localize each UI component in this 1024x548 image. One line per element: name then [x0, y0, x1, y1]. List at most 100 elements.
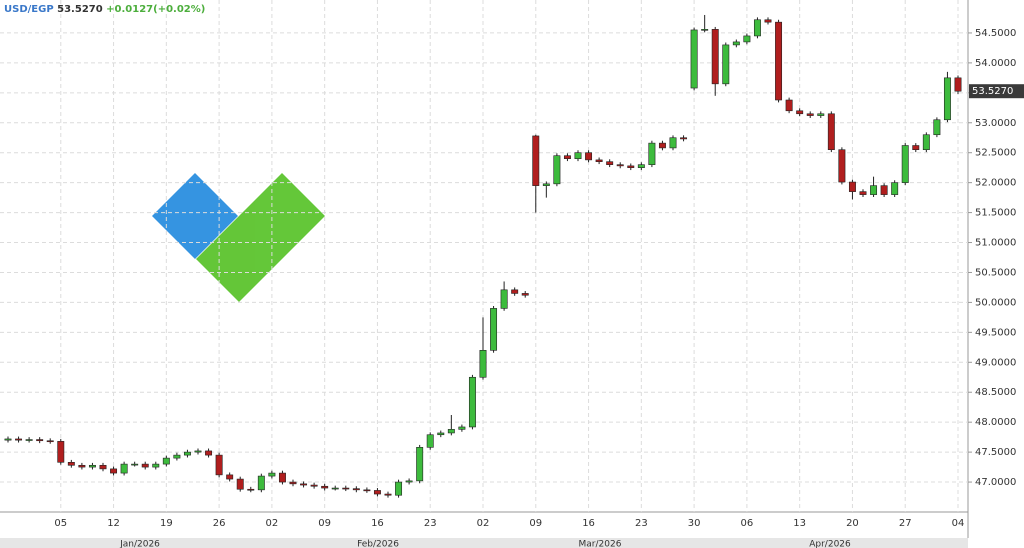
- candle-body: [627, 165, 635, 168]
- candle-body: [796, 110, 804, 115]
- y-tick-label: 48.5000: [975, 387, 1016, 398]
- last-price: 53.5270: [57, 4, 103, 15]
- logo-green: [196, 173, 325, 302]
- candle-body: [870, 185, 878, 195]
- x-tick-label: 02: [477, 518, 490, 529]
- candle-body: [194, 450, 202, 453]
- x-tick-label: 16: [371, 518, 384, 529]
- candle-body: [257, 475, 265, 491]
- candle-body: [806, 113, 814, 116]
- candle-body: [532, 135, 540, 186]
- y-tick-label: 52.5000: [975, 148, 1016, 159]
- x-tick-label: 16: [582, 518, 595, 529]
- candle-body: [15, 438, 23, 441]
- candle-body: [553, 155, 561, 185]
- candle-body: [838, 149, 846, 183]
- candle-body: [764, 19, 772, 23]
- candle-body: [321, 485, 329, 489]
- candle-body: [268, 472, 276, 477]
- x-tick-label: 09: [529, 518, 542, 529]
- candle-body: [859, 191, 867, 195]
- candle-body: [67, 461, 75, 466]
- candle-body: [352, 488, 360, 491]
- candle-body: [722, 44, 730, 85]
- candle-body: [57, 441, 65, 463]
- candle-body: [648, 142, 656, 165]
- candle-body: [933, 119, 941, 136]
- candle-body: [743, 35, 751, 43]
- x-tick-label: 06: [741, 518, 754, 529]
- candle-body: [426, 434, 434, 448]
- candle-body: [701, 29, 709, 31]
- candle-body: [479, 350, 487, 378]
- candle-body: [458, 426, 466, 430]
- candle-body: [711, 29, 719, 85]
- y-tick-label: 48.0000: [975, 417, 1016, 428]
- candle-body: [827, 113, 835, 151]
- candle-body: [542, 183, 550, 186]
- candle-body: [669, 137, 677, 149]
- candle-body: [131, 463, 139, 466]
- candle-body: [395, 481, 403, 496]
- last-price-label: 53.5270: [972, 86, 1013, 97]
- y-tick-label: 50.0000: [975, 297, 1016, 308]
- candle-body: [563, 155, 571, 159]
- y-tick-label: 54.0000: [975, 58, 1016, 69]
- logo-blue: [152, 173, 238, 259]
- candle-body: [46, 440, 54, 443]
- candle-body: [205, 450, 213, 456]
- logo: [152, 173, 325, 302]
- candle-body: [120, 463, 128, 474]
- candle-body: [943, 77, 951, 121]
- candle-body: [300, 483, 308, 486]
- x-tick-label: 23: [424, 518, 437, 529]
- x-tick-label: 23: [635, 518, 648, 529]
- candle-body: [521, 293, 529, 296]
- candle-body: [173, 454, 181, 459]
- candle-body: [236, 478, 244, 490]
- y-tick-label: 47.5000: [975, 447, 1016, 458]
- candle-body: [99, 464, 107, 470]
- x-tick-label: 19: [160, 518, 173, 529]
- candle-body: [310, 484, 318, 487]
- candle-body: [901, 145, 909, 183]
- candle-body: [690, 29, 698, 89]
- candle-body: [912, 145, 920, 151]
- y-tick-label: 47.0000: [975, 477, 1016, 488]
- candle-body: [785, 99, 793, 112]
- candle-body: [88, 464, 96, 468]
- y-tick-label: 49.0000: [975, 357, 1016, 368]
- x-tick-label: 05: [54, 518, 67, 529]
- candle-body: [278, 472, 286, 483]
- month-label: Apr/2026: [809, 540, 851, 548]
- candle-body: [848, 181, 856, 192]
- y-tick-label: 52.0000: [975, 178, 1016, 189]
- candle-body: [595, 159, 603, 162]
- candle-body: [78, 464, 86, 468]
- candle-body: [289, 481, 297, 485]
- candle-body: [922, 134, 930, 151]
- candle-body: [658, 142, 666, 149]
- change: +0.0127(+0.02%): [106, 4, 205, 15]
- candle-body: [416, 447, 424, 482]
- candle-body: [437, 432, 445, 436]
- month-label: Jan/2026: [119, 540, 160, 548]
- candle-body: [891, 182, 899, 195]
- candle-body: [247, 488, 255, 491]
- y-tick-label: 50.5000: [975, 267, 1016, 278]
- candle-body: [732, 41, 740, 46]
- x-tick-label: 27: [899, 518, 912, 529]
- candle-body: [384, 493, 392, 496]
- month-band: [0, 538, 968, 548]
- candle-body: [405, 480, 413, 483]
- candle-body: [753, 19, 761, 37]
- x-tick-label: 13: [793, 518, 806, 529]
- candle-body: [511, 289, 519, 294]
- candle-body: [468, 376, 476, 428]
- x-tick-label: 12: [107, 518, 120, 529]
- candle-body: [141, 463, 149, 468]
- candle-body: [363, 489, 371, 492]
